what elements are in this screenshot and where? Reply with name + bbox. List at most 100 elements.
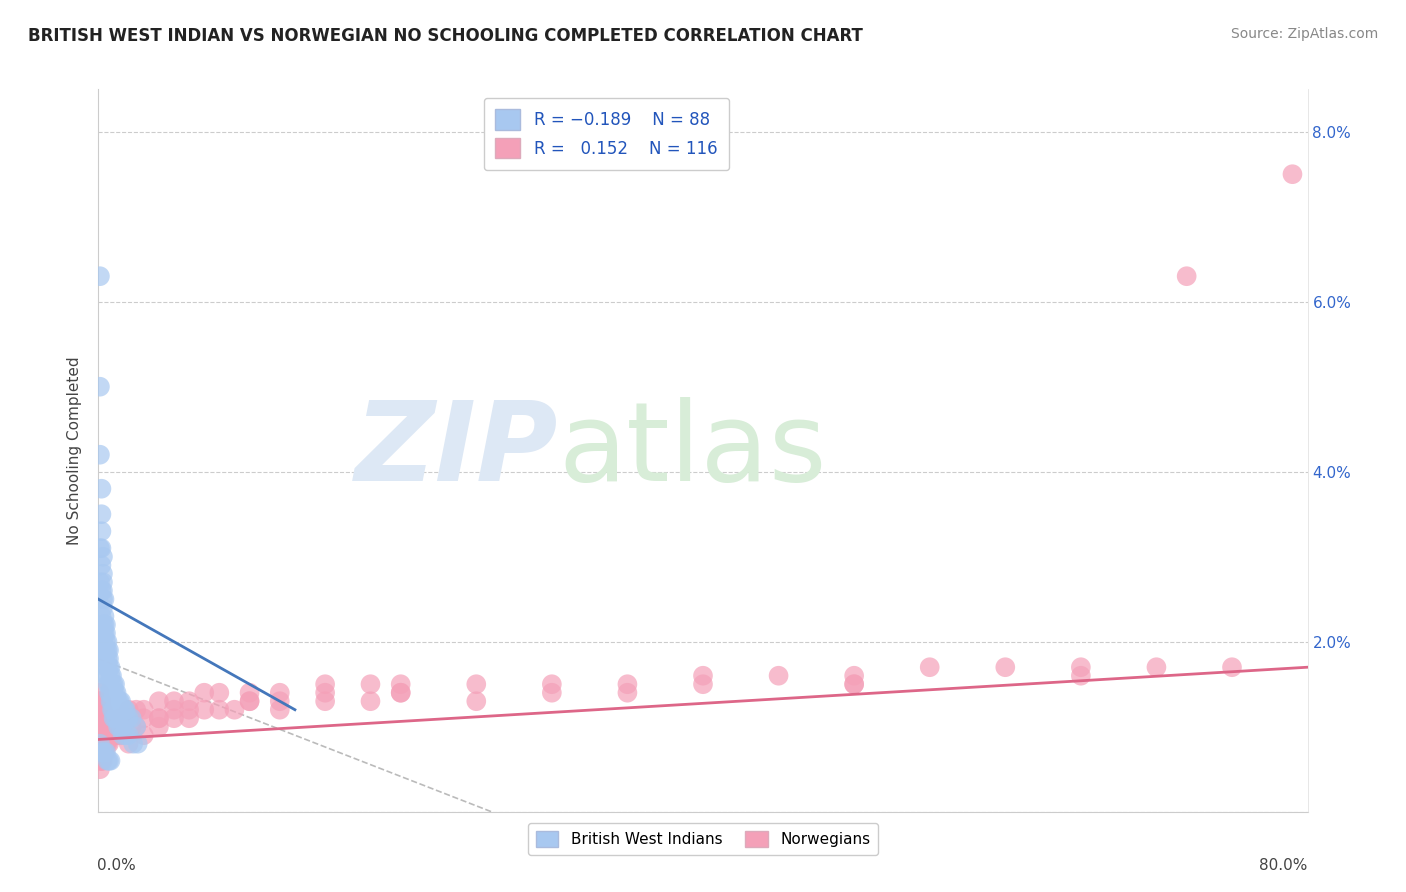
Point [125, 720, 148, 734]
Point [89, 762, 111, 776]
Point [91, 728, 114, 742]
Point [89, 728, 111, 742]
Point [93, 626, 115, 640]
Point [101, 694, 124, 708]
Point [269, 694, 291, 708]
Point [96, 669, 118, 683]
Point [96, 660, 118, 674]
Point [132, 728, 155, 742]
Point [90, 507, 112, 521]
Point [91, 754, 114, 768]
Text: Source: ZipAtlas.com: Source: ZipAtlas.com [1230, 27, 1378, 41]
Point [111, 728, 134, 742]
Point [93, 643, 115, 657]
Point [125, 703, 148, 717]
Point [465, 677, 488, 691]
Point [118, 711, 141, 725]
Point [93, 737, 115, 751]
Point [540, 677, 562, 691]
Point [1175, 269, 1198, 284]
Point [94, 634, 117, 648]
Point [91, 745, 114, 759]
Point [844, 677, 866, 691]
Point [90, 745, 112, 759]
Point [108, 720, 131, 734]
Point [148, 711, 170, 725]
Point [1144, 660, 1167, 674]
Point [121, 720, 143, 734]
Point [239, 686, 262, 700]
Point [101, 677, 124, 691]
Point [100, 754, 122, 768]
Point [91, 720, 114, 734]
Point [90, 609, 112, 624]
Point [98, 677, 121, 691]
Point [89, 269, 111, 284]
Point [107, 720, 129, 734]
Point [90, 720, 112, 734]
Point [91, 583, 114, 598]
Legend: British West Indians, Norwegians: British West Indians, Norwegians [527, 823, 879, 855]
Point [148, 694, 170, 708]
Point [105, 694, 128, 708]
Point [94, 669, 117, 683]
Point [94, 737, 117, 751]
Text: ZIP: ZIP [354, 397, 558, 504]
Point [360, 694, 382, 708]
Point [918, 660, 941, 674]
Point [96, 728, 118, 742]
Point [90, 711, 112, 725]
Point [101, 728, 124, 742]
Point [163, 694, 186, 708]
Point [89, 745, 111, 759]
Point [90, 754, 112, 768]
Point [93, 592, 115, 607]
Point [125, 720, 148, 734]
Point [98, 651, 121, 665]
Point [110, 728, 132, 742]
Point [93, 745, 115, 759]
Point [105, 720, 128, 734]
Point [114, 703, 136, 717]
Point [91, 617, 114, 632]
Point [94, 711, 117, 725]
Point [103, 703, 125, 717]
Point [115, 711, 138, 725]
Point [89, 541, 111, 556]
Point [540, 686, 562, 700]
Point [994, 660, 1017, 674]
Point [104, 677, 127, 691]
Point [465, 694, 488, 708]
Point [132, 711, 155, 725]
Point [93, 711, 115, 725]
Point [90, 541, 112, 556]
Point [104, 720, 127, 734]
Point [94, 643, 117, 657]
Point [103, 720, 125, 734]
Point [768, 669, 790, 683]
Point [91, 711, 114, 725]
Point [101, 669, 124, 683]
Point [163, 711, 186, 725]
Point [132, 703, 155, 717]
Point [100, 694, 122, 708]
Point [94, 626, 117, 640]
Point [360, 677, 382, 691]
Point [93, 728, 115, 742]
Point [118, 737, 141, 751]
Point [193, 703, 215, 717]
Point [111, 720, 134, 734]
Point [114, 728, 136, 742]
Point [93, 609, 115, 624]
Point [91, 745, 114, 759]
Point [90, 728, 112, 742]
Point [89, 711, 111, 725]
Point [103, 728, 125, 742]
Point [89, 686, 111, 700]
Point [114, 711, 136, 725]
Point [127, 737, 149, 751]
Point [692, 677, 714, 691]
Point [89, 737, 111, 751]
Point [90, 583, 112, 598]
Point [118, 703, 141, 717]
